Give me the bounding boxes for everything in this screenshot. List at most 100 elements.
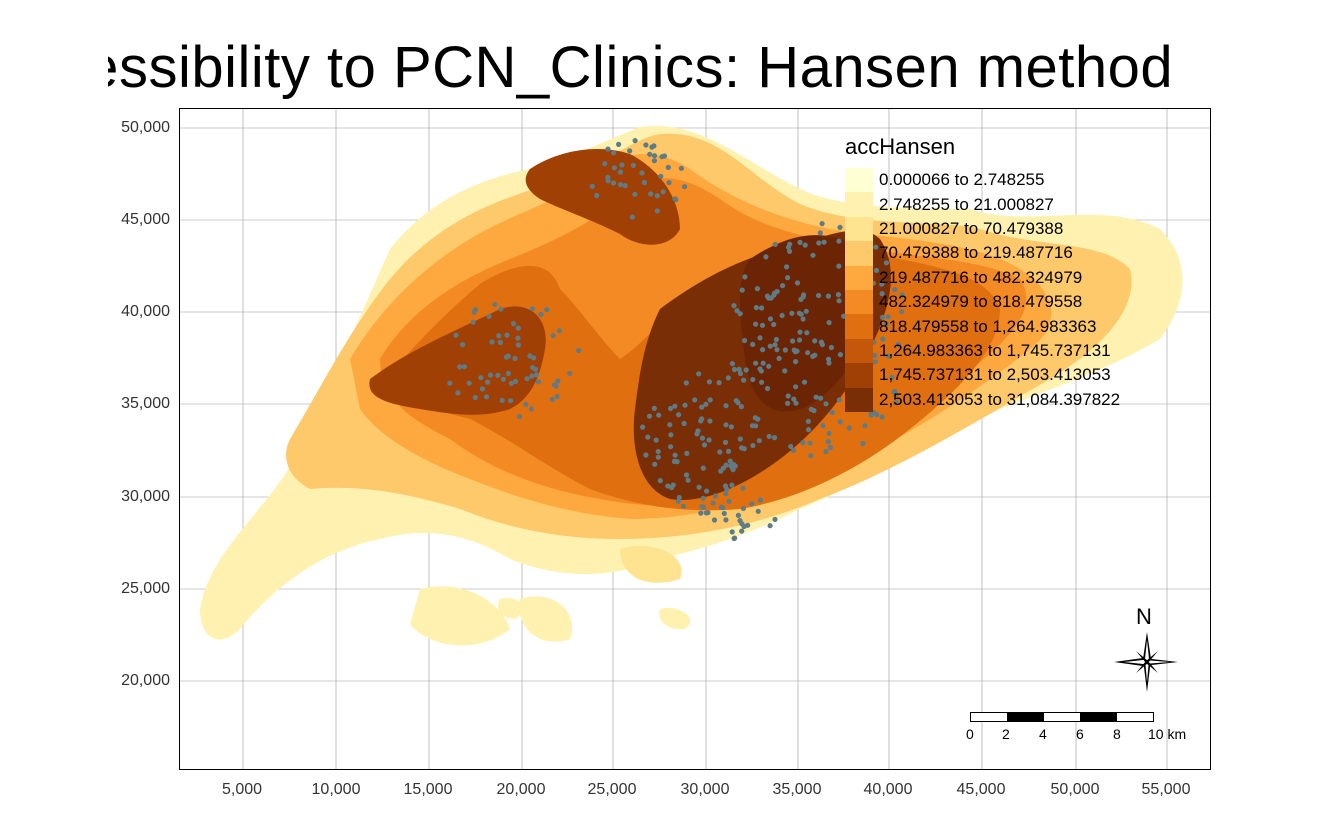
clinic-point [873, 267, 880, 273]
legend-label: 1,745.737131 to 2,503.413053 [879, 365, 1111, 385]
clinic-point [683, 472, 690, 478]
clinic-point [706, 379, 713, 385]
clinic-point [774, 347, 780, 353]
clinic-point [700, 495, 706, 501]
clinic-point [823, 448, 829, 455]
legend-label: 219.487716 to 482.324979 [879, 267, 1083, 287]
legend-items: 0.000066 to 2.748255 2.748255 to 21.00082… [845, 168, 1120, 412]
clinic-point [504, 332, 510, 338]
clinic-point [528, 406, 534, 412]
clinic-point [589, 183, 595, 189]
clinic-point [645, 434, 651, 440]
clinic-point [701, 442, 708, 448]
clinic-point [489, 339, 495, 345]
clinic-point [669, 484, 675, 491]
clinic-point [756, 438, 762, 444]
clinic-point [721, 510, 727, 517]
clinic-point [755, 416, 761, 422]
clinic-point [899, 309, 905, 315]
clinic-point [684, 450, 690, 456]
clinic-point [742, 337, 748, 344]
clinic-point [825, 293, 832, 299]
clinic-point [680, 503, 687, 509]
clinic-point [742, 274, 748, 280]
clinic-point [659, 154, 665, 160]
legend-swatch [845, 216, 873, 242]
clinic-point [505, 370, 511, 376]
clinic-point [646, 413, 653, 419]
clinic-point [791, 396, 797, 402]
clinic-point [658, 173, 664, 179]
legend-swatch [845, 192, 873, 217]
clinic-point [788, 443, 794, 450]
clinic-point [807, 440, 813, 446]
clinic-point [879, 291, 885, 297]
clinic-point [517, 414, 523, 420]
clinic-point [790, 338, 796, 344]
clinic-point [731, 366, 738, 373]
clinic-point [649, 144, 655, 150]
clinic-point [651, 158, 657, 164]
clinic-point [496, 333, 502, 339]
clinic-point [461, 364, 467, 370]
clinic-point [759, 379, 765, 385]
clinic-point [710, 500, 716, 506]
clinic-point [666, 180, 672, 186]
clinic-point [681, 420, 687, 427]
x-tick-label: 30,000 [680, 781, 730, 798]
legend-label: 2,503.413053 to 31,084.397822 [879, 389, 1121, 409]
clinic-point [837, 419, 843, 425]
clinic-point [801, 292, 807, 298]
clinic-point [716, 380, 722, 386]
clinic-point [639, 170, 645, 176]
clinic-point [533, 372, 540, 378]
clinic-point [879, 281, 885, 287]
clinic-point [674, 459, 680, 465]
clinic-point [512, 378, 519, 384]
clinic-point [492, 301, 498, 308]
legend-label: 21.000827 to 70.479388 [879, 218, 1064, 238]
x-tick-label: 50,000 [1050, 781, 1100, 798]
scale-label: 6 [1076, 726, 1084, 742]
clinic-point [704, 488, 710, 494]
clinic-point [796, 337, 803, 343]
clinic-point [594, 192, 600, 199]
clinic-point [805, 418, 812, 424]
clinic-point [717, 449, 723, 455]
scale-label: 0 [966, 726, 974, 742]
clinic-point [512, 355, 518, 361]
clinic-point [797, 329, 803, 335]
clinic-point [771, 321, 777, 328]
clinic-point [602, 161, 608, 167]
clinic-point [757, 497, 764, 503]
clinic-point [759, 305, 765, 311]
clinic-point [885, 353, 892, 359]
clinic-point [682, 184, 688, 190]
legend-item: 1,745.737131 to 2,503.413053 [845, 363, 1120, 388]
clinic-point [535, 379, 542, 385]
scale-bar [970, 712, 1154, 722]
clinic-point [460, 342, 466, 348]
clinic-point [723, 517, 729, 523]
clinic-point [619, 162, 625, 168]
clinic-point [667, 405, 674, 412]
clinic-point [787, 248, 793, 254]
clinic-point [654, 193, 660, 199]
clinic-point [632, 191, 638, 197]
scale-label: 2 [1002, 726, 1010, 742]
clinic-point [705, 510, 711, 516]
y-tick-label: 35,000 [121, 395, 170, 412]
y-tick-label: 30,000 [121, 488, 170, 505]
clinic-point [617, 182, 624, 188]
clinic-point [729, 482, 735, 488]
clinic-point [630, 162, 636, 168]
clinic-point [498, 306, 504, 312]
clinic-point [500, 376, 506, 382]
clinic-point [737, 518, 743, 524]
legend-label: 482.324979 to 818.479558 [879, 292, 1083, 312]
clinic-point [757, 335, 763, 341]
clinic-point [622, 183, 628, 189]
scale-label: 4 [1039, 726, 1047, 742]
clinic-point [819, 221, 825, 227]
clinic-point [665, 164, 671, 170]
